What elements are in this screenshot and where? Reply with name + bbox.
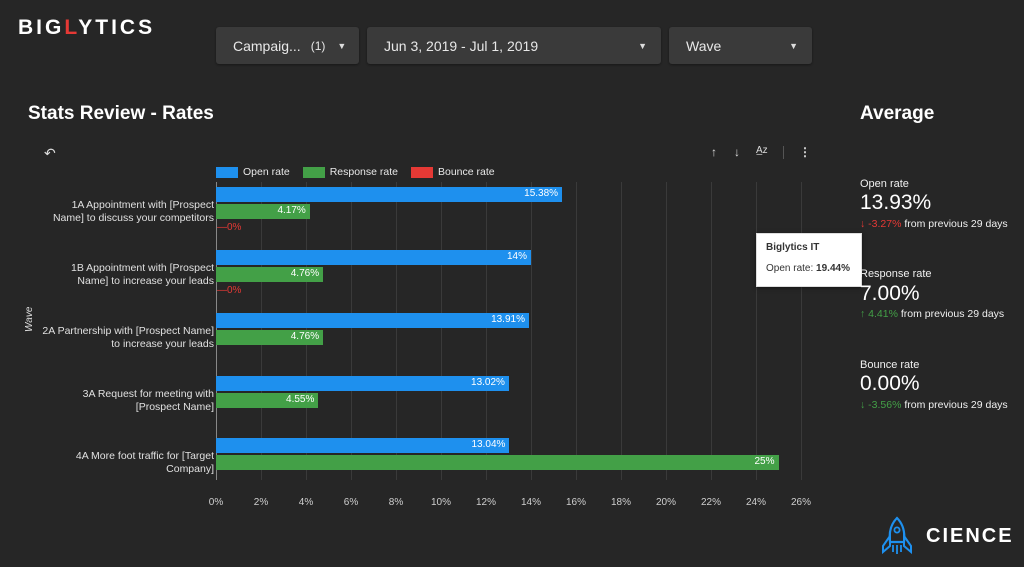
data-label: 4.17% xyxy=(277,205,306,216)
metric-name-response-rate: Response rate xyxy=(860,268,932,280)
date-range-dropdown[interactable]: Jun 3, 2019 - Jul 1, 2019 ▼ xyxy=(367,27,661,64)
category-label: 4A More foot traffic for [Target Company] xyxy=(75,450,214,475)
metric-name-open-rate: Open rate xyxy=(860,178,909,190)
cience-logo: CIENCE xyxy=(880,516,1014,556)
arrow-up-icon: ↑ xyxy=(860,308,866,320)
bar-response-rate[interactable] xyxy=(216,204,310,219)
legend-swatch xyxy=(216,166,238,178)
toolbar-divider xyxy=(783,146,784,159)
gridline xyxy=(801,182,802,480)
category-label: 1B Appointment with [Prospect Name] to in… xyxy=(71,262,214,287)
data-label: 15.38% xyxy=(524,188,559,199)
metric-delta-bounce-rate: ↓ -3.56% from previous 29 days xyxy=(860,399,1008,411)
legend-item-open-rate[interactable]: Open rate xyxy=(216,166,290,178)
arrow-down-icon: ↓ xyxy=(860,218,866,230)
data-label: —0% xyxy=(217,222,242,233)
x-tick-label: 8% xyxy=(388,497,404,508)
bar-open-rate[interactable] xyxy=(216,313,529,328)
legend-swatch xyxy=(411,166,433,178)
metric-value-response-rate: 7.00% xyxy=(860,282,920,305)
gridline xyxy=(711,182,712,480)
tooltip-body: Open rate: 19.44% xyxy=(766,263,850,274)
average-title: Average xyxy=(860,103,935,124)
gridline xyxy=(486,182,487,480)
data-label: —0% xyxy=(217,285,242,296)
x-tick-label: 14% xyxy=(520,497,542,508)
rocket-icon xyxy=(882,516,912,555)
bar-response-rate[interactable] xyxy=(216,330,324,345)
bar-response-rate[interactable] xyxy=(216,455,779,470)
arrow-down-icon: ↓ xyxy=(860,399,866,411)
metric-delta-open-rate: ↓ -3.27% from previous 29 days xyxy=(860,218,1008,230)
gridline xyxy=(756,182,757,480)
legend-item-bounce-rate[interactable]: Bounce rate xyxy=(411,166,495,178)
gridline xyxy=(396,182,397,480)
chevron-down-icon: ▼ xyxy=(789,40,798,51)
metric-value-bounce-rate: 0.00% xyxy=(860,372,920,395)
campaign-filter-count: (1) xyxy=(310,38,326,53)
x-tick-label: 0% xyxy=(208,497,224,508)
gridline xyxy=(621,182,622,480)
data-label: 4.55% xyxy=(286,394,315,405)
dimension-label: Wave xyxy=(686,37,722,54)
metric-delta-response-rate: ↑ 4.41% from previous 29 days xyxy=(860,308,1005,320)
bar-open-rate[interactable] xyxy=(216,376,509,391)
bar-open-rate[interactable] xyxy=(216,438,510,453)
tooltip-title: Biglytics IT xyxy=(766,242,820,253)
chevron-down-icon: ▼ xyxy=(638,40,647,51)
section-title: Stats Review - Rates xyxy=(28,103,214,124)
data-label: 14% xyxy=(506,251,527,262)
x-tick-label: 20% xyxy=(655,497,677,508)
date-range-label: Jun 3, 2019 - Jul 1, 2019 xyxy=(384,37,539,54)
x-tick-label: 16% xyxy=(565,497,587,508)
undo-icon[interactable]: ↶ xyxy=(44,145,56,161)
category-label: 1A Appointment with [Prospect Name] to di… xyxy=(52,199,214,224)
bar-open-rate[interactable] xyxy=(216,250,531,265)
legend-item-response-rate[interactable]: Response rate xyxy=(302,166,398,178)
bar-response-rate[interactable] xyxy=(216,393,319,408)
x-tick-label: 6% xyxy=(343,497,359,508)
gridline xyxy=(666,182,667,480)
x-tick-label: 4% xyxy=(298,497,314,508)
data-label: 13.91% xyxy=(491,314,525,325)
legend-swatch xyxy=(302,166,325,178)
bar-response-rate[interactable] xyxy=(216,267,324,282)
sort-alpha-icon[interactable]: A̲z xyxy=(756,145,768,156)
chart-tooltip: Biglytics IT Open rate: 19.44% xyxy=(756,233,862,287)
data-label: 4.76% xyxy=(290,268,320,279)
metric-name-bounce-rate: Bounce rate xyxy=(860,359,920,371)
gridline xyxy=(441,182,442,480)
x-tick-label: 10% xyxy=(430,497,452,508)
gridline xyxy=(576,182,577,480)
category-label: 2A Partnership with [Prospect Name] to in… xyxy=(42,325,214,350)
x-tick-label: 2% xyxy=(253,497,269,508)
bar-open-rate[interactable] xyxy=(216,187,563,202)
data-label: 4.76% xyxy=(290,331,320,342)
x-tick-label: 12% xyxy=(475,497,497,508)
campaign-filter-label: Campaig... xyxy=(233,37,301,54)
more-options-icon[interactable]: ⋮ xyxy=(799,145,811,159)
x-tick-label: 18% xyxy=(610,497,632,508)
chart-legend: Open rate Response rate Bounce rate xyxy=(216,166,508,178)
dimension-dropdown[interactable]: Wave ▼ xyxy=(669,27,812,64)
category-label: 3A Request for meeting with [Prospect Nam… xyxy=(82,388,214,413)
data-label: 25% xyxy=(754,456,775,467)
cience-wordmark: CIENCE xyxy=(926,524,1014,547)
x-tick-label: 22% xyxy=(700,497,722,508)
campaign-filter-dropdown[interactable]: Campaig... (1) ▼ xyxy=(216,27,359,64)
chevron-down-icon: ▼ xyxy=(337,40,347,51)
x-tick-label: 24% xyxy=(745,497,767,508)
sort-ascending-icon[interactable]: ↑ xyxy=(711,145,717,159)
biglytics-logo: BIGLYTICS xyxy=(18,16,156,39)
gridline xyxy=(531,182,532,480)
data-label: 13.02% xyxy=(471,377,505,388)
data-label: 13.04% xyxy=(471,439,506,450)
sort-descending-icon[interactable]: ↓ xyxy=(734,145,740,159)
metric-value-open-rate: 13.93% xyxy=(860,191,932,214)
gridline xyxy=(351,182,352,480)
x-tick-label: 26% xyxy=(790,497,812,508)
